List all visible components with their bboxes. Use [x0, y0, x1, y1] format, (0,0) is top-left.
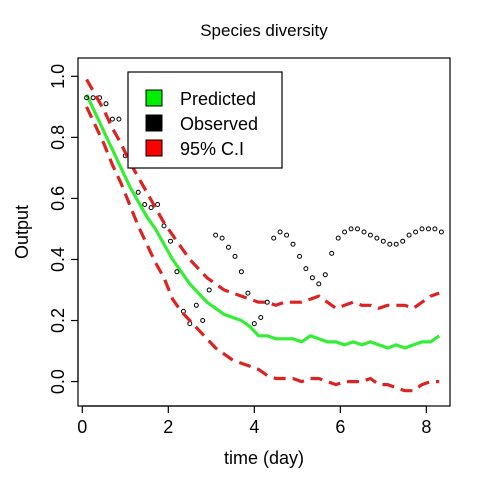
observed-point: [245, 290, 251, 296]
observed-point: [206, 287, 212, 293]
observed-point: [342, 229, 348, 235]
observed-point: [355, 226, 360, 232]
ci-lower-line: [85, 106, 440, 393]
observed-point: [400, 238, 406, 244]
observed-point: [103, 101, 109, 107]
observed-point: [213, 232, 219, 238]
y-tick-label: 1.0: [48, 64, 68, 89]
observed-point: [238, 269, 244, 275]
x-tick-label: 0: [77, 417, 87, 437]
observed-point: [258, 315, 264, 320]
observed-point: [438, 229, 444, 235]
ci-upper-line: [85, 78, 440, 310]
observed-point: [226, 244, 231, 250]
x-tick-label: 4: [249, 417, 259, 437]
observed-point: [90, 95, 96, 101]
y-tick-label: 0.4: [48, 247, 68, 272]
observed-point: [200, 318, 206, 323]
legend-swatch-observed: [145, 114, 163, 132]
observed-point: [219, 235, 225, 241]
legend-swatch-ci: [145, 139, 163, 157]
observed-point: [335, 235, 341, 241]
observed-point: [322, 272, 328, 278]
y-tick-label: 0.6: [48, 186, 68, 211]
observed-point: [406, 232, 412, 238]
observed-point: [135, 189, 141, 195]
legend-label-observed: Observed: [180, 114, 258, 134]
observed-point: [309, 275, 315, 281]
observed-point: [413, 229, 419, 235]
y-tick-label: 0.2: [48, 308, 68, 333]
observed-point: [277, 229, 283, 235]
legend-label-predicted: Predicted: [180, 89, 256, 109]
observed-point: [251, 321, 257, 327]
observed-point: [174, 269, 180, 275]
observed-point: [393, 241, 399, 247]
predicted-line: [85, 93, 441, 350]
observed-point: [109, 116, 115, 122]
observed-point: [116, 116, 122, 122]
observed-point: [290, 241, 296, 247]
observed-point: [432, 226, 438, 232]
observed-point: [142, 202, 148, 207]
observed-point: [264, 299, 270, 305]
legend-swatch-predicted: [145, 89, 163, 107]
observed-point: [271, 235, 277, 241]
x-axis-label: time (day): [224, 448, 304, 468]
observed-point: [329, 250, 335, 256]
observed-point: [161, 223, 167, 229]
observed-point: [374, 235, 380, 241]
observed-point: [316, 281, 322, 287]
observed-point: [84, 95, 90, 101]
x-tick-label: 8: [421, 417, 431, 437]
observed-point: [367, 232, 373, 238]
y-tick-label: 0.8: [48, 125, 68, 150]
chart-title: Species diversity: [200, 21, 328, 40]
y-axis-label: Output: [12, 205, 32, 259]
axes: 0 2 4 6 8 0.0 0.2 0.4 0.6 0.8 1.0: [48, 64, 431, 437]
observed-point: [297, 253, 302, 259]
observed-point: [348, 226, 354, 232]
observed-point: [387, 241, 393, 247]
observed-point: [361, 229, 367, 235]
observed-point: [168, 238, 173, 244]
x-tick-label: 6: [335, 417, 345, 437]
observed-point: [303, 266, 309, 272]
legend-label-ci: 95% C.I: [180, 139, 244, 159]
observed-point: [232, 253, 238, 259]
observed-point: [426, 226, 431, 232]
legend: Predicted Observed 95% C.I: [127, 71, 283, 169]
y-tick-label: 0.0: [48, 369, 68, 394]
x-tick-label: 2: [163, 417, 173, 437]
observed-point: [155, 202, 161, 207]
observed-point: [380, 238, 386, 244]
observed-point: [148, 205, 154, 211]
observed-point: [284, 232, 290, 238]
observed-point: [193, 302, 199, 308]
observed-point: [419, 226, 425, 232]
